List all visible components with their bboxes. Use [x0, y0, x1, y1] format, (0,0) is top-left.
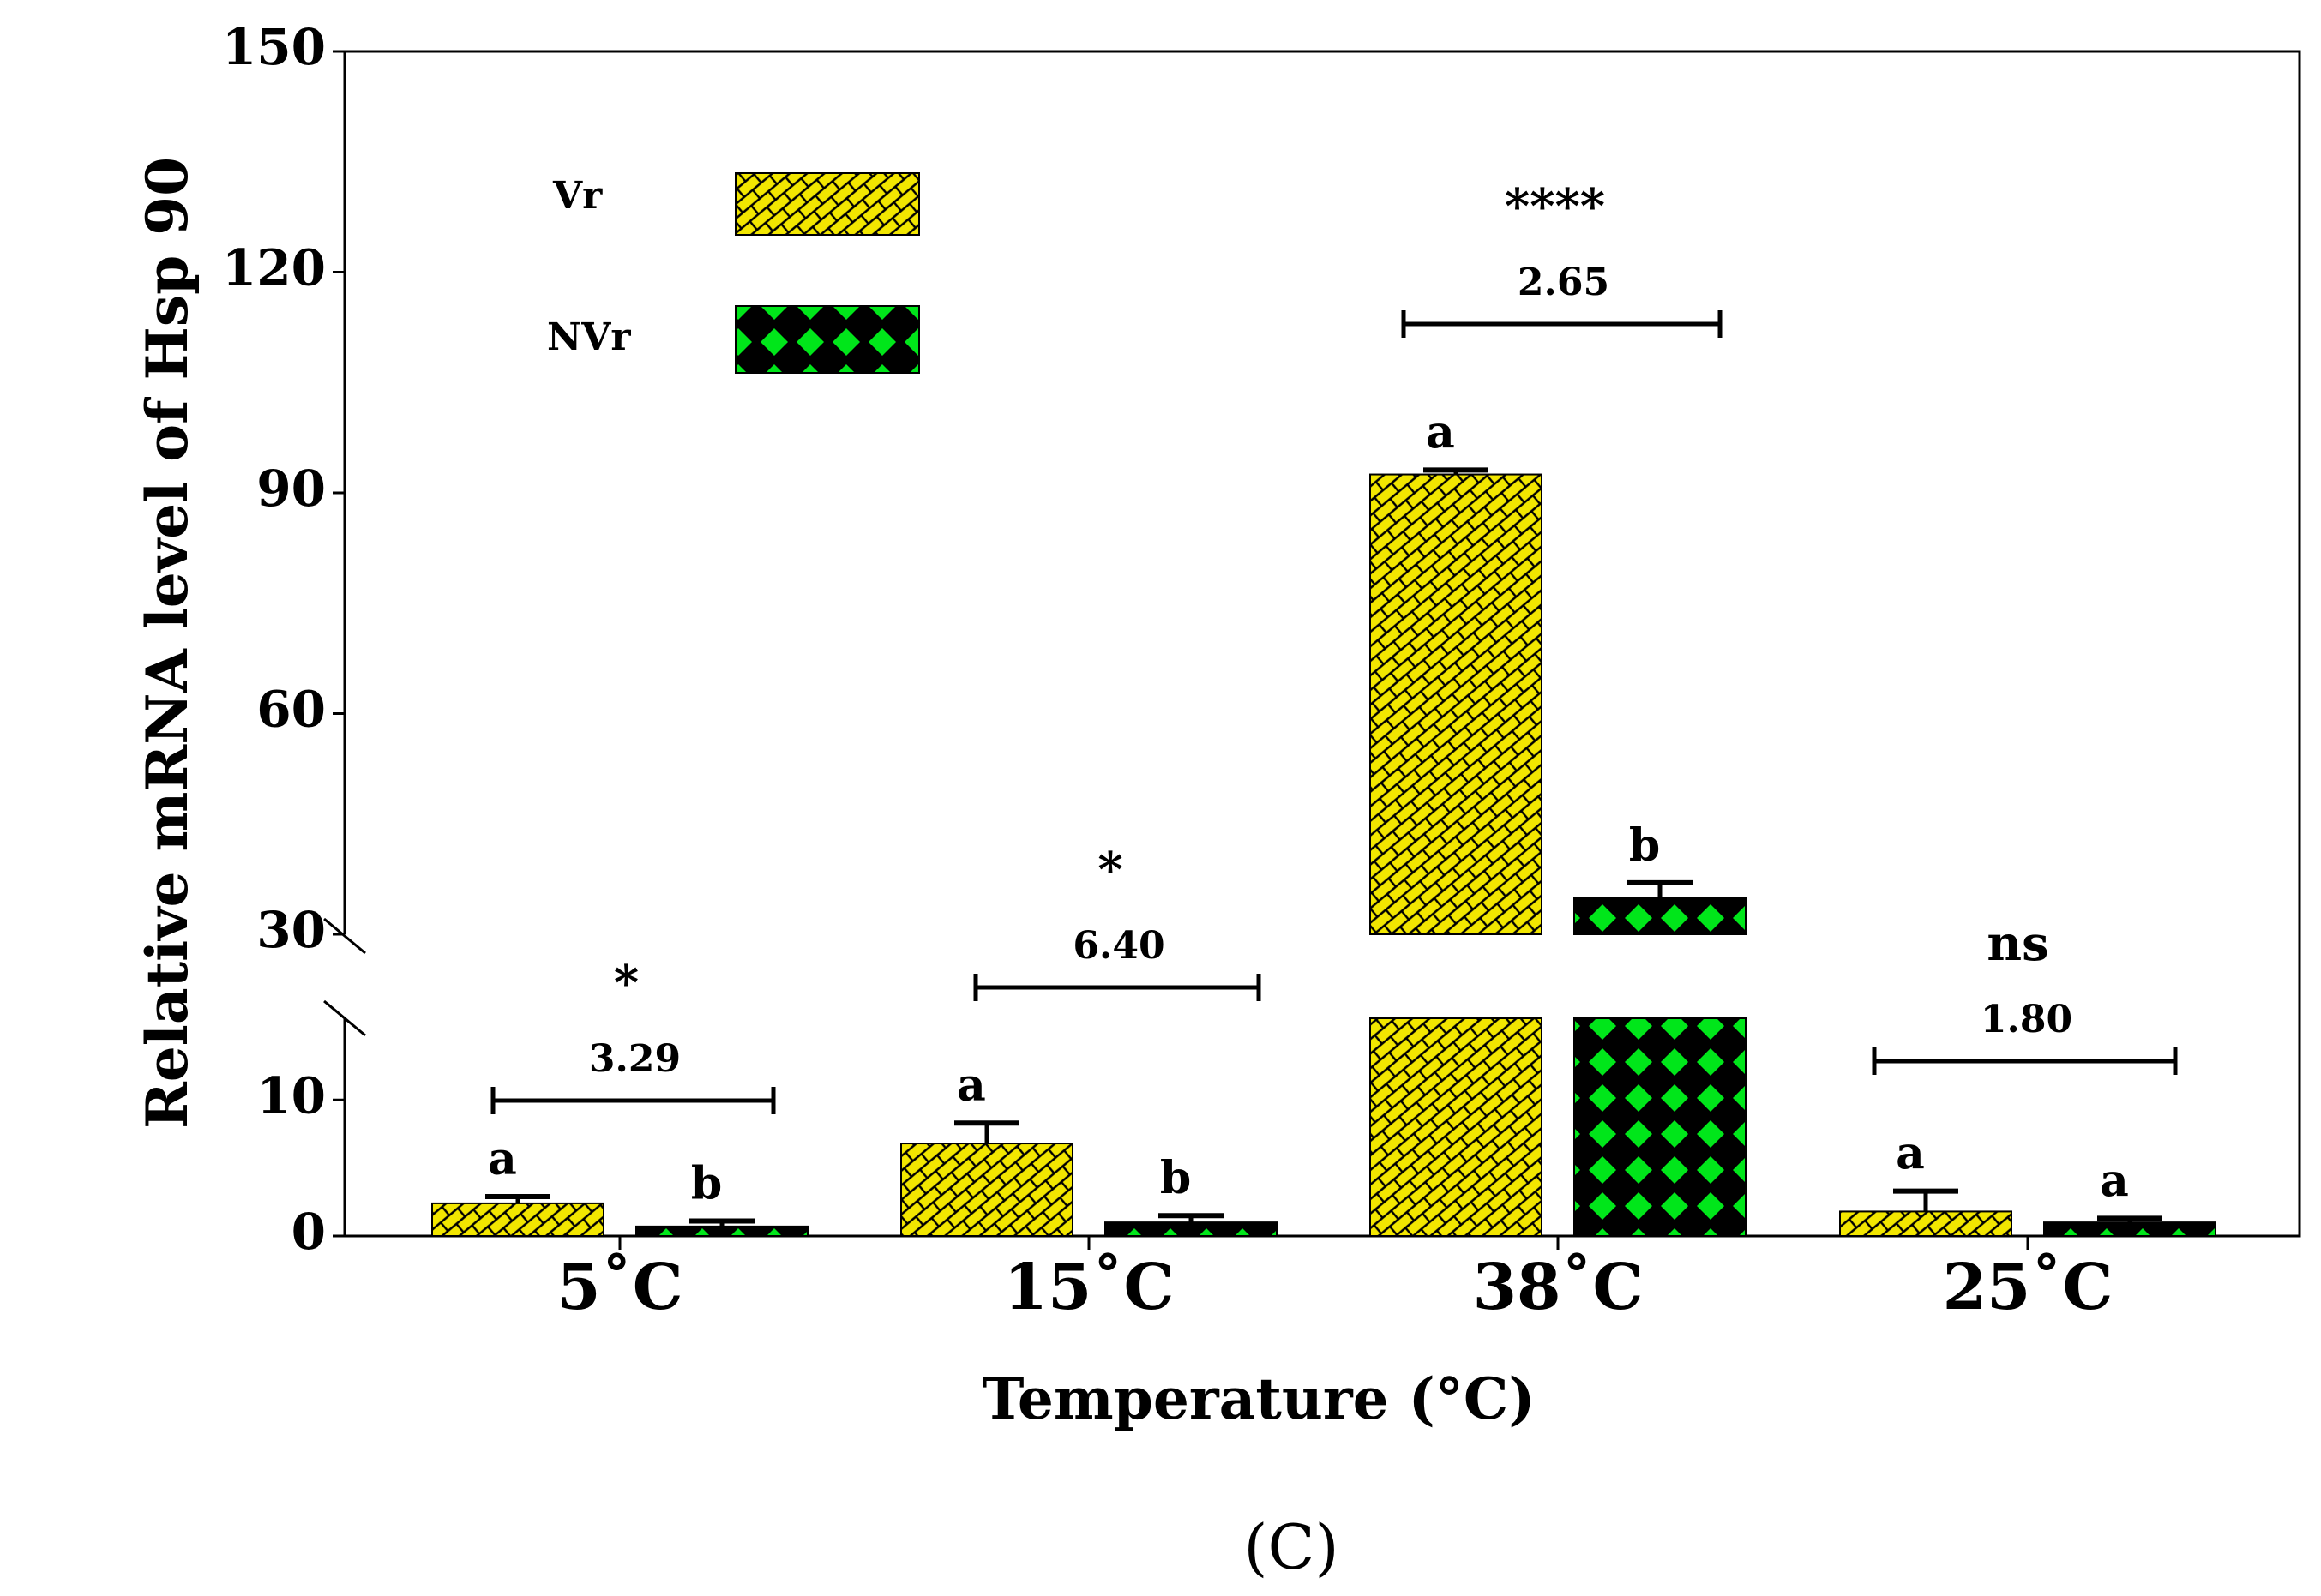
significance-label: *: [614, 955, 639, 1011]
bar-nvr: [1104, 1221, 1278, 1237]
y-tick-label: 30: [256, 901, 326, 959]
x-category-label: 25˚C: [1943, 1251, 2114, 1324]
group-letter: a: [488, 1133, 517, 1185]
significance-label: ****: [1505, 178, 1605, 235]
legend: Vr NVr: [547, 172, 920, 374]
plot-border: [343, 50, 2301, 1238]
fold-change-label: 2.65: [1518, 261, 1609, 304]
fold-change-label: 3.29: [589, 1037, 681, 1081]
legend-label-vr: Vr: [552, 174, 603, 218]
bar-vr: [1839, 1210, 2012, 1238]
y-tick-label: 0: [292, 1203, 326, 1261]
significance-label: *: [1097, 842, 1122, 898]
y-tick-label: 60: [256, 681, 326, 739]
x-category-label: 5˚C: [556, 1251, 682, 1324]
annotations: 5˚C a b 15˚C a b 38˚C a b 25˚C a a 3.29 * 6.40 * 2.65 ***…: [488, 178, 2178, 1324]
fold-change-label: 6.40: [1073, 924, 1164, 968]
bar-nvr: [1573, 897, 1747, 936]
y-tick-label: 150: [222, 18, 326, 76]
legend-label-nvr: NVr: [547, 315, 631, 359]
bar-vr-lower: [1369, 1017, 1542, 1237]
significance-label: ns: [1987, 915, 2048, 972]
y-tick-label: 120: [222, 239, 326, 297]
fold-change-label: 1.80: [1981, 998, 2072, 1041]
group-letter: b: [1160, 1152, 1191, 1204]
bar-nvr: [635, 1225, 809, 1237]
bar-vr: [900, 1143, 1073, 1238]
y-tick-label: 10: [256, 1066, 326, 1125]
panel-label: (C): [1243, 1511, 1338, 1583]
x-category-label: 38˚C: [1473, 1251, 1644, 1324]
plot-frame: [323, 50, 2301, 1238]
group-letter: a: [957, 1059, 986, 1112]
x-category-label: 15˚C: [1004, 1251, 1175, 1324]
bar-vr: [1369, 473, 1542, 935]
group-letter: a: [2100, 1155, 2129, 1207]
bars: [431, 467, 2216, 1238]
group-letter: b: [1629, 819, 1660, 872]
legend-swatch-vr: [735, 172, 920, 236]
group-letter: a: [1426, 406, 1455, 459]
group-letter: a: [1896, 1128, 1925, 1180]
x-axis-title: Temperature (°C): [982, 1365, 1535, 1432]
axis-break-mark-upper: [323, 917, 366, 955]
axis-break-gap: [334, 934, 352, 1018]
bar-vr: [431, 1202, 604, 1238]
y-tick-label: 90: [256, 459, 326, 518]
y-axis-ticks: 0 10 30 60 90 120 150: [222, 18, 2029, 1261]
bar-nvr-lower: [1573, 1017, 1747, 1237]
y-axis-title: Relative mRNA level of Hsp 90: [134, 157, 201, 1129]
legend-swatch-nvr: [735, 305, 920, 374]
bar-nvr: [2043, 1221, 2216, 1237]
group-letter: b: [691, 1158, 722, 1210]
axis-break-mark-lower: [323, 999, 366, 1037]
